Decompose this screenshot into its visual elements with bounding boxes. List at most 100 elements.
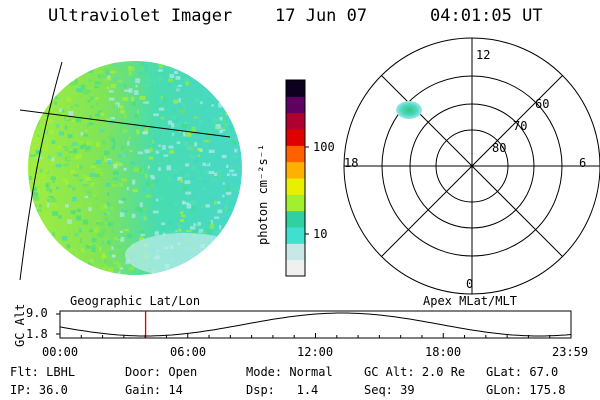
alt-xtick-label-2: 12:00 (297, 345, 334, 359)
imager-speckle (45, 238, 49, 242)
imager-speckle (173, 99, 178, 104)
imager-speckle (139, 68, 146, 71)
imager-speckle (201, 227, 205, 231)
colorbar (285, 79, 309, 277)
imager-speckle (147, 165, 150, 169)
imager-speckle (96, 142, 102, 145)
imager-speckle (65, 86, 70, 90)
imager-speckle (233, 187, 239, 192)
imager-speckle (211, 91, 217, 94)
imager-speckle (126, 187, 129, 191)
imager-speckle (190, 199, 196, 205)
imager-speckle (29, 195, 36, 199)
imager-speckle (94, 113, 100, 117)
imager-speckle (198, 148, 201, 152)
imager-speckle (89, 258, 94, 264)
imager-speckle (106, 77, 112, 81)
imager-speckle (63, 146, 68, 149)
imager-speckle (29, 213, 35, 219)
imager-speckle (222, 194, 225, 198)
imager-speckle (198, 139, 202, 142)
imager-speckle (171, 175, 176, 179)
imager-speckle (88, 78, 92, 83)
imager-speckle (46, 255, 49, 259)
imager-speckle (191, 206, 195, 211)
imager-speckle (151, 177, 156, 180)
imager-speckle (203, 161, 209, 165)
imager-speckle (157, 162, 161, 166)
imager-speckle (40, 249, 43, 253)
imager-speckle (79, 228, 82, 233)
imager-speckle (211, 177, 217, 182)
imager-speckle (101, 156, 106, 161)
imager-speckle (111, 145, 115, 150)
imager-speckle (75, 117, 81, 123)
imager-speckle (218, 112, 223, 115)
imager-speckle (161, 225, 166, 230)
imager-speckle (174, 121, 180, 127)
imager-speckle (118, 271, 121, 275)
imager-speckle (128, 136, 131, 140)
imager-speckle (85, 244, 91, 249)
imager-speckle (71, 119, 75, 122)
imager-speckle (208, 147, 215, 151)
imager-speckle (112, 177, 119, 181)
imager-speckle (157, 167, 161, 171)
imager-speckle (59, 257, 66, 260)
imager-speckle (106, 202, 110, 207)
imager-speckle (60, 67, 66, 73)
imager-speckle (124, 153, 128, 157)
mlat-label-80: 80 (492, 141, 507, 155)
imager-speckle (88, 122, 94, 126)
imager-speckle (192, 66, 197, 71)
imager-speckle (179, 219, 185, 223)
imager-speckle (29, 245, 32, 248)
imager-speckle (28, 269, 35, 274)
imager-speckle (47, 119, 53, 123)
imager-speckle (171, 122, 175, 128)
colorbar-cell (286, 112, 305, 130)
imager-speckle (238, 239, 242, 243)
imager-speckle (72, 91, 76, 96)
imager-speckle (111, 206, 114, 211)
imager-speckle (88, 262, 93, 265)
imager-speckle (193, 223, 197, 226)
imager-speckle (217, 201, 221, 205)
imager-speckle (187, 66, 193, 70)
imager-speckle (103, 212, 107, 216)
imager-speckle (28, 204, 34, 210)
imager-speckle (125, 259, 130, 265)
imager-speckle (36, 156, 43, 160)
imager-speckle (67, 67, 74, 73)
imager-speckle (37, 113, 40, 119)
imager-speckle (29, 115, 32, 121)
imager-speckle (46, 90, 53, 95)
imager-speckle (135, 78, 140, 84)
imager-speckle (229, 92, 235, 97)
imager-speckle (72, 174, 79, 177)
imager-speckle (72, 186, 76, 191)
imager-speckle (169, 202, 171, 206)
imager-speckle (40, 247, 45, 252)
footer-dsp: Dsp: 1.4 (246, 383, 319, 397)
imager-speckle (65, 250, 70, 255)
imager-speckle (182, 131, 186, 136)
imager-speckle (187, 267, 193, 273)
imager-speckle (130, 90, 136, 94)
imager-speckle (217, 243, 221, 246)
imager-speckle (216, 170, 222, 174)
imager-speckle (233, 87, 239, 92)
imager-speckle (213, 67, 218, 71)
imager-speckle (75, 138, 81, 143)
imager-speckle (146, 113, 150, 116)
imager-speckle (86, 89, 90, 93)
imager-speckle (129, 80, 135, 83)
imager-speckle (226, 182, 231, 187)
imager-speckle (65, 262, 71, 267)
imager-speckle (229, 169, 235, 173)
imager-speckle (71, 196, 77, 201)
imager-speckle (180, 211, 184, 215)
imager-speckle (119, 212, 125, 217)
imager-speckle (209, 138, 212, 142)
imager-speckle (214, 261, 219, 264)
